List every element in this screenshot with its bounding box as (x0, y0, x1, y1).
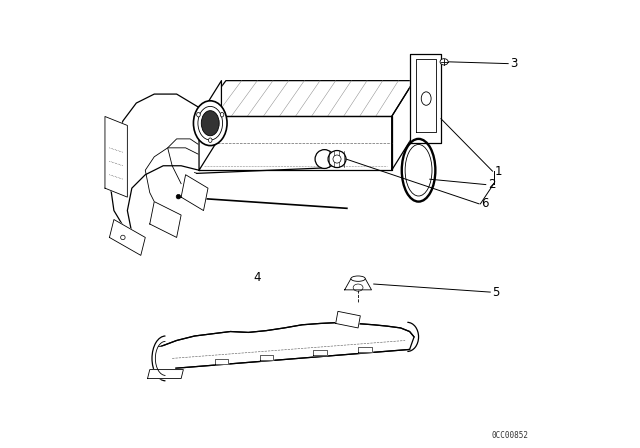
Polygon shape (181, 175, 208, 211)
Ellipse shape (328, 151, 346, 168)
Polygon shape (344, 279, 371, 290)
Ellipse shape (333, 155, 341, 163)
Polygon shape (358, 347, 371, 352)
Polygon shape (392, 81, 414, 170)
Ellipse shape (120, 235, 125, 240)
Polygon shape (109, 220, 145, 255)
Ellipse shape (440, 59, 448, 65)
Polygon shape (156, 347, 174, 370)
Ellipse shape (421, 92, 431, 105)
Ellipse shape (209, 138, 212, 142)
Ellipse shape (201, 111, 219, 136)
Ellipse shape (220, 112, 224, 117)
Text: 3: 3 (511, 57, 518, 70)
Ellipse shape (351, 276, 365, 281)
Text: 0CC00852: 0CC00852 (492, 431, 528, 440)
Polygon shape (199, 81, 414, 116)
Polygon shape (105, 116, 127, 197)
Polygon shape (410, 54, 441, 143)
Polygon shape (199, 81, 221, 170)
Polygon shape (214, 359, 228, 364)
Text: 6: 6 (481, 197, 489, 211)
Ellipse shape (315, 150, 334, 168)
Polygon shape (335, 311, 360, 328)
Polygon shape (147, 370, 183, 379)
Text: 2: 2 (488, 178, 495, 191)
Polygon shape (159, 323, 414, 370)
Text: 1: 1 (495, 164, 502, 178)
Polygon shape (314, 350, 326, 355)
Polygon shape (150, 202, 181, 237)
Text: 5: 5 (493, 285, 500, 299)
Ellipse shape (196, 112, 200, 117)
Polygon shape (199, 116, 392, 170)
Text: 4: 4 (253, 271, 261, 284)
Ellipse shape (176, 194, 180, 199)
Polygon shape (260, 355, 273, 360)
Ellipse shape (193, 101, 227, 146)
